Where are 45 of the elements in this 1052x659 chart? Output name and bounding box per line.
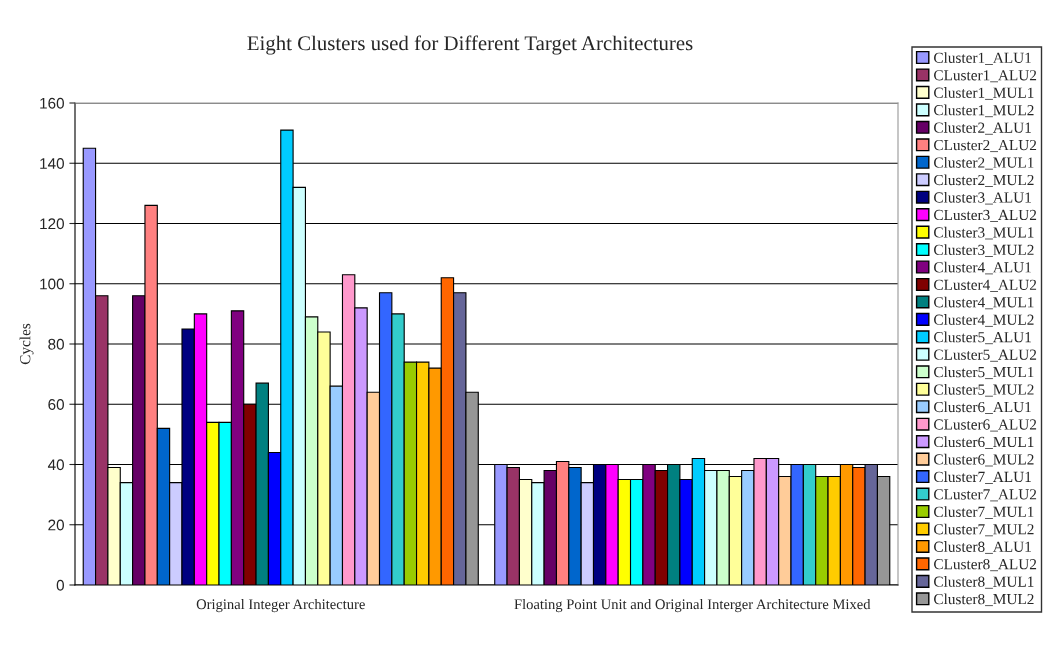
legend-label: Cluster5_MUL1 (934, 366, 1034, 380)
y-tick-label: 100 (40, 278, 64, 290)
y-tick-label: 140 (40, 158, 64, 169)
y-tick-label: 60 (48, 399, 64, 410)
legend-label: Cluster1_MUL1 (934, 87, 1034, 100)
legend-label: CLuster8_ALU2 (934, 559, 1037, 572)
legend-label: Cluster8_ALU1 (934, 541, 1031, 554)
legend-label: Cluster6_MUL2 (934, 453, 1034, 467)
legend-label: Cluster5_ALU1 (934, 331, 1031, 345)
x-tick-label: Floating Point Unit and Original Interger Architecture Mixed (514, 598, 871, 613)
legend-label: Cluster4_MUL2 (934, 314, 1034, 327)
legend-label: Cluster3_MUL1 (934, 226, 1034, 240)
legend-label: Cluster2_MUL2 (934, 174, 1034, 187)
legend-label: CLuster6_ALU2 (934, 419, 1037, 432)
legend-label: Cluster4_ALU1 (934, 261, 1031, 275)
legend-label: Cluster1_ALU1 (934, 52, 1031, 65)
legend-label: Cluster8_MUL2 (934, 593, 1034, 607)
legend-label: Cluster2_ALU1 (934, 122, 1031, 135)
legend-label: Cluster7_MUL2 (934, 523, 1034, 537)
y-tick-label: 80 (48, 338, 64, 350)
legend-label: CLuster3_ALU2 (934, 209, 1037, 222)
y-axis-title: Cycles (19, 323, 34, 365)
y-tick-label: 0 (56, 579, 64, 591)
x-tick-label: Original Integer Architecture (196, 598, 365, 613)
legend-label: Cluster8_MUL1 (934, 576, 1034, 589)
y-tick-label: 120 (40, 218, 64, 230)
legend-label: Cluster5_MUL2 (934, 383, 1034, 397)
legend-label: CLuster2_ALU2 (934, 139, 1037, 153)
legend-label: Cluster2_MUL1 (934, 156, 1034, 170)
legend-label: CLuster4_ALU2 (934, 279, 1037, 292)
y-tick-label: 40 (47, 459, 64, 471)
legend-label: Cluster1_MUL2 (934, 104, 1034, 118)
y-tick-label: 20 (48, 519, 64, 531)
legend-label: Cluster3_MUL2 (934, 244, 1034, 257)
chart-title: Eight Clusters used for Different Target Architectures (247, 35, 693, 55)
legend-label: CLuster1_ALU2 (934, 70, 1037, 83)
legend-label: Cluster3_ALU1 (934, 191, 1031, 205)
legend-label: CLuster7_ALU2 (934, 489, 1037, 502)
legend-label: CLuster5_ALU2 (934, 349, 1037, 362)
legend-label: Cluster6_ALU1 (934, 401, 1031, 414)
legend-label: Cluster6_MUL1 (934, 436, 1034, 449)
legend-label: Cluster4_MUL1 (934, 296, 1034, 310)
legend-label: Cluster7_MUL1 (934, 506, 1034, 519)
legend-label: Cluster7_ALU1 (934, 471, 1031, 484)
y-tick-label: 160 (40, 97, 64, 109)
